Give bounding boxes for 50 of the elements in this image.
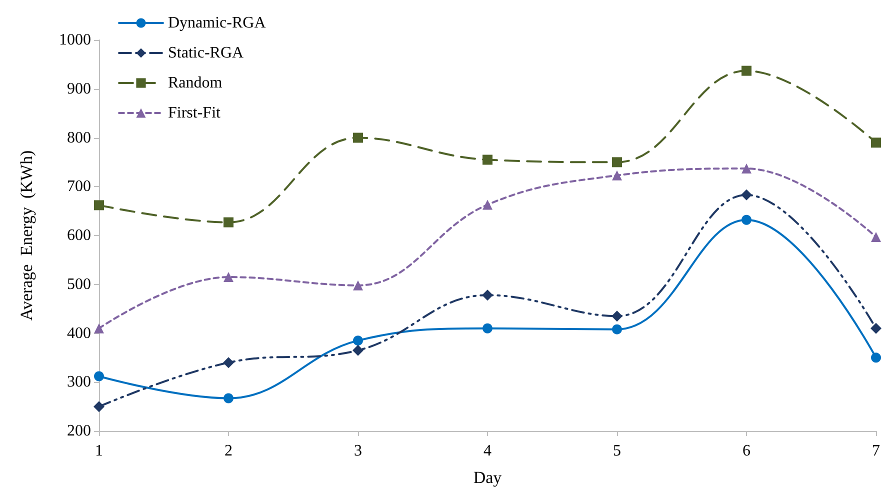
point [94, 200, 104, 210]
y-axis-title: Average Energy (KWh) [17, 150, 36, 321]
y-tick-label: 300 [67, 374, 91, 391]
point [482, 200, 492, 210]
point [742, 66, 752, 76]
point [224, 217, 234, 228]
point [482, 154, 492, 165]
point [612, 170, 622, 180]
x-tick-label: 5 [613, 442, 621, 460]
point [352, 344, 364, 356]
point [742, 214, 752, 225]
legend-label: Static-RGA [168, 44, 244, 62]
point [224, 393, 234, 404]
y-tick-label: 900 [67, 80, 91, 98]
x-tick-label: 2 [224, 442, 232, 460]
legend-label: First-Fit [168, 104, 222, 122]
point [94, 323, 104, 334]
point [870, 322, 882, 334]
point [482, 323, 492, 334]
y-tick-label: 500 [67, 276, 91, 293]
y-tick-label: 200 [67, 422, 91, 440]
point [353, 336, 363, 346]
y-tick-label: 800 [67, 129, 91, 146]
point [353, 132, 363, 143]
point [353, 280, 363, 290]
x-tick-label: 6 [742, 442, 750, 460]
x-tick-label: 7 [872, 442, 880, 460]
x-axis-title: Day [473, 468, 502, 487]
y-tick-label: 400 [67, 324, 91, 342]
point [871, 352, 881, 363]
y-tick-label: 600 [67, 227, 91, 244]
x-tick-label: 1 [95, 442, 103, 460]
point [94, 401, 104, 412]
point [741, 189, 752, 200]
point [871, 232, 881, 242]
point [612, 310, 622, 322]
y-tick-label: 1000 [59, 32, 91, 48]
point [612, 324, 622, 334]
point [482, 290, 493, 301]
x-tick-label: 3 [354, 442, 362, 460]
legend-label: Random [168, 74, 223, 92]
point [223, 357, 234, 368]
y-tick-label: 700 [67, 178, 91, 196]
point [224, 272, 234, 282]
legend-label: Dynamic-RGA [168, 14, 266, 32]
point [871, 138, 881, 148]
point [94, 371, 104, 382]
x-tick-label: 4 [484, 442, 492, 460]
point [612, 157, 622, 168]
point [742, 164, 752, 174]
